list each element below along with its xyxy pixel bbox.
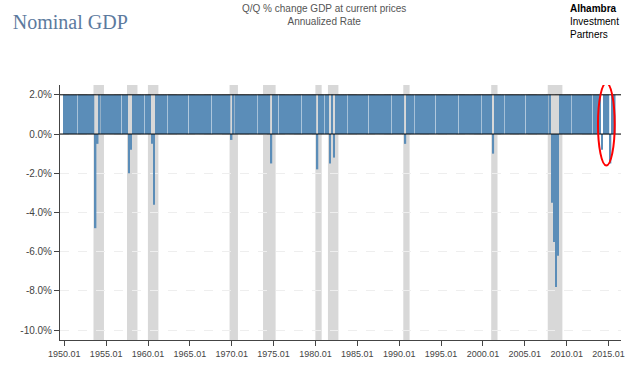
- svg-text:Q/Q % change GDP at current pr: Q/Q % change GDP at current pricesAnnual…: [242, 3, 406, 27]
- svg-text:-6.0%: -6.0%: [26, 246, 52, 257]
- svg-text:1950.01: 1950.01: [48, 349, 81, 359]
- svg-text:Nominal GDP: Nominal GDP: [13, 11, 128, 33]
- svg-text:1960.01: 1960.01: [132, 349, 165, 359]
- svg-text:1965.01: 1965.01: [174, 349, 207, 359]
- svg-text:-8.0%: -8.0%: [26, 285, 52, 296]
- svg-text:2005.01: 2005.01: [509, 349, 542, 359]
- svg-text:-10.0%: -10.0%: [20, 325, 52, 336]
- svg-text:2.0%: 2.0%: [29, 89, 52, 100]
- svg-text:2015.01: 2015.01: [592, 349, 625, 359]
- svg-text:1995.01: 1995.01: [425, 349, 458, 359]
- svg-text:1990.01: 1990.01: [383, 349, 416, 359]
- svg-text:2000.01: 2000.01: [467, 349, 500, 359]
- svg-text:1980.01: 1980.01: [299, 349, 332, 359]
- svg-text:1975.01: 1975.01: [257, 349, 290, 359]
- svg-text:-4.0%: -4.0%: [26, 207, 52, 218]
- svg-text:2010.01: 2010.01: [550, 349, 583, 359]
- svg-text:-2.0%: -2.0%: [26, 168, 52, 179]
- svg-text:1970.01: 1970.01: [215, 349, 248, 359]
- svg-text:1985.01: 1985.01: [341, 349, 374, 359]
- svg-text:1955.01: 1955.01: [90, 349, 123, 359]
- svg-text:AlhambraInvestmentPartners: AlhambraInvestmentPartners: [570, 3, 619, 40]
- svg-text:0.0%: 0.0%: [29, 129, 52, 140]
